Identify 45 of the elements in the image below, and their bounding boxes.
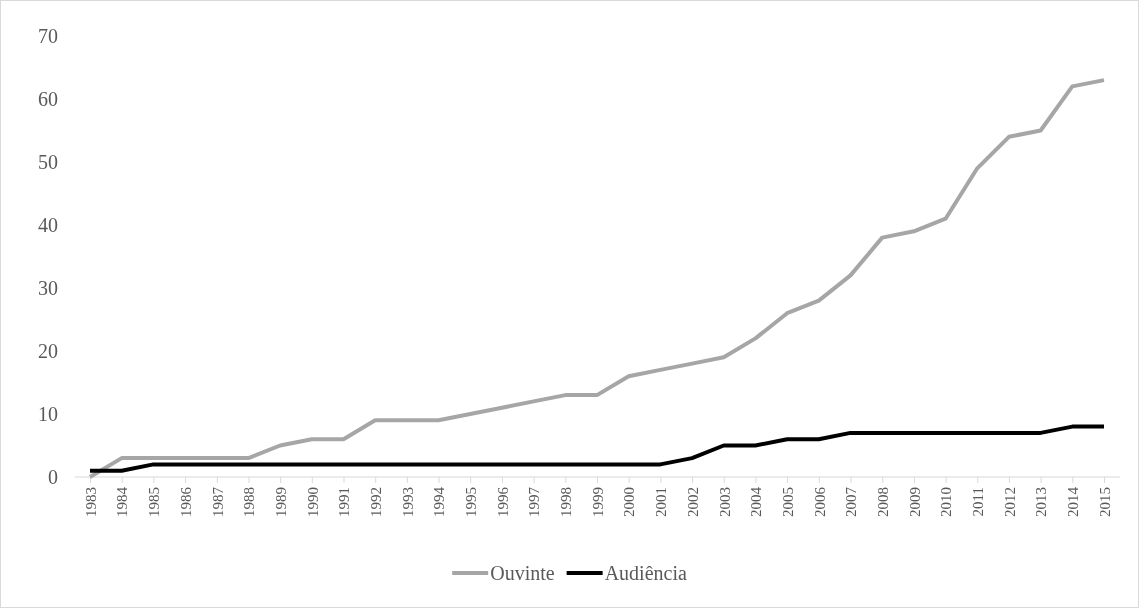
x-tick-label: 2002 (684, 487, 701, 517)
x-tick-label: 1996 (494, 486, 511, 517)
x-tick-label: 1993 (399, 487, 416, 517)
line-series (88, 78, 1106, 479)
x-tick-label: 1992 (367, 487, 384, 517)
x-tick-label: 1998 (558, 487, 575, 517)
x-tick-label: 2009 (906, 487, 923, 517)
x-tick-label: 1985 (146, 487, 163, 517)
y-tick-label: 50 (38, 150, 58, 173)
x-tick-label: 2008 (874, 487, 891, 517)
x-tick-label: 2013 (1033, 487, 1050, 517)
x-tick-label: 2007 (843, 486, 860, 517)
x-tick-label: 2005 (779, 487, 796, 517)
x-tick-label: 1988 (241, 487, 258, 517)
x-tick-label: 2003 (716, 487, 733, 517)
x-tick-label: 2010 (938, 487, 955, 517)
y-tick-label: 70 (38, 24, 58, 47)
x-tick-label: 2015 (1096, 487, 1113, 517)
x-tick-label: 2001 (653, 487, 670, 517)
x-tick-label: 1997 (526, 486, 543, 517)
x-tick-label: 1991 (336, 487, 353, 517)
x-tick-label: 1986 (177, 486, 194, 517)
x-tick-label: 2012 (1001, 487, 1018, 517)
y-tick-label: 30 (38, 276, 58, 299)
y-tick-label: 10 (38, 402, 58, 425)
x-tick-label: 1984 (114, 486, 131, 517)
x-tick-label: 2011 (970, 487, 986, 517)
x-tick-label: 2006 (811, 486, 828, 517)
x-tick-label: 1990 (304, 487, 321, 517)
x-tick-label: 2000 (621, 487, 638, 517)
line-series (88, 424, 1106, 473)
x-tick-label: 1989 (272, 487, 289, 517)
y-tick-label: 60 (38, 87, 58, 110)
y-tick-label: 0 (48, 465, 58, 488)
x-tick-label: 1987 (209, 486, 226, 517)
x-tick-label: 1983 (82, 487, 99, 517)
y-tick-label: 40 (38, 213, 58, 236)
x-tick-label: 1994 (431, 486, 448, 517)
x-tick-label: 1995 (463, 487, 479, 517)
legend-label: Audiência (604, 562, 687, 584)
y-tick-label: 20 (38, 339, 58, 362)
x-tick-label: 1999 (589, 487, 606, 517)
x-tick-label: 2004 (748, 486, 765, 517)
x-tick-label: 2014 (1065, 486, 1082, 517)
legend-label: Ouvinte (490, 562, 555, 584)
